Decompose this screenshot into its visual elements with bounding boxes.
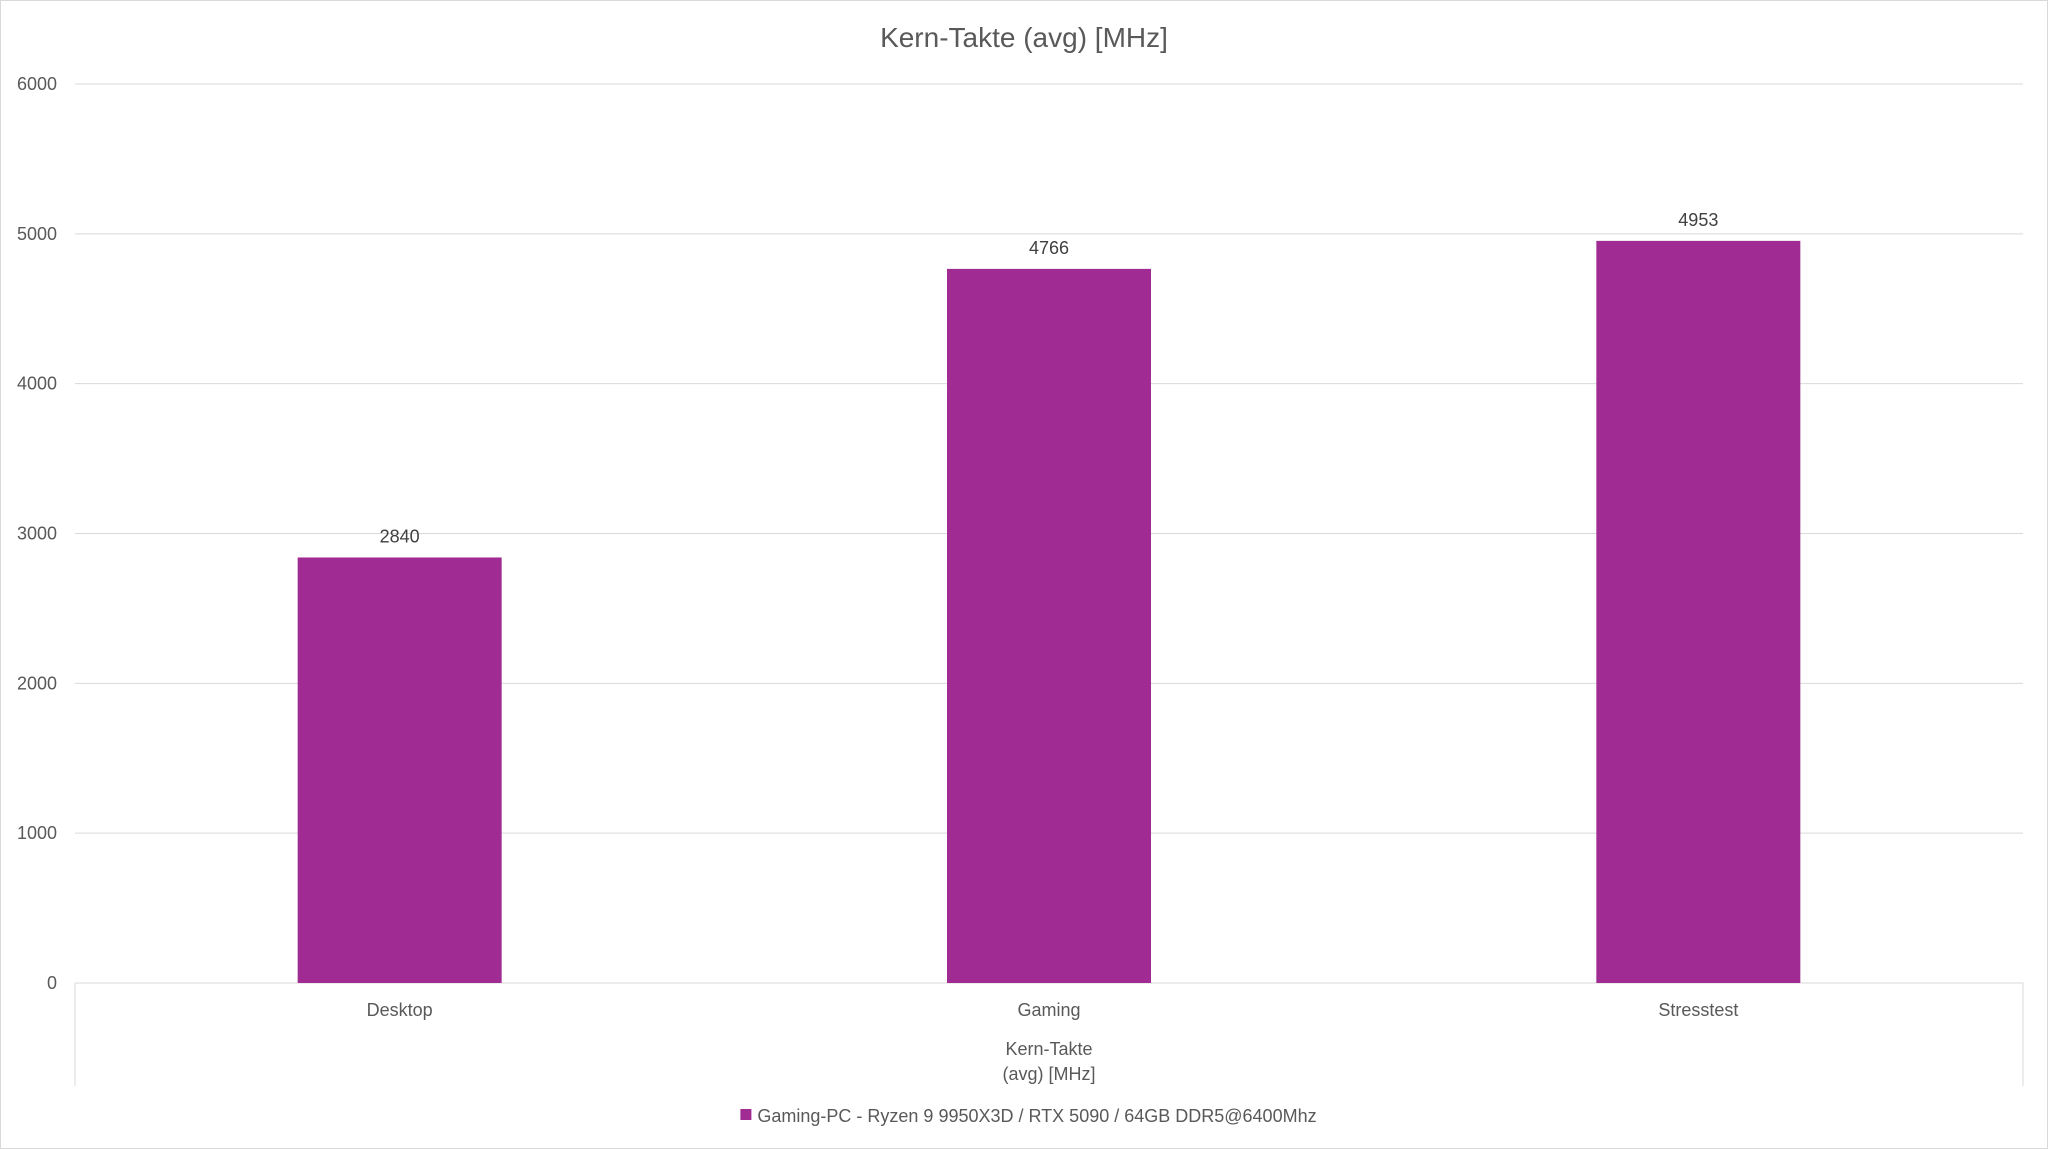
group-label-line: (avg) [MHz]: [1002, 1064, 1095, 1084]
group-label-line: Kern-Takte: [1005, 1039, 1092, 1059]
y-tick-label: 1000: [17, 823, 57, 843]
bar-desktop: [297, 557, 502, 983]
y-tick-label: 0: [47, 973, 57, 993]
bar-stresstest: [1596, 240, 1801, 984]
x-tick-label: Stresstest: [1658, 1000, 1738, 1020]
data-label: 4766: [1029, 238, 1069, 258]
bars: [297, 240, 1801, 984]
data-label: 2840: [380, 526, 420, 546]
x-tick-label: Desktop: [367, 1000, 433, 1020]
data-label: 4953: [1678, 210, 1718, 230]
y-tick-label: 6000: [17, 74, 57, 94]
legend-swatch: [740, 1109, 752, 1120]
y-axis: 0 1000 2000 3000 4000 5000 6000: [17, 74, 57, 993]
data-labels: 2840 4766 4953: [380, 210, 1719, 547]
y-tick-label: 3000: [17, 524, 57, 544]
x-tick-label: Gaming: [1017, 1000, 1080, 1020]
y-tick-label: 4000: [17, 374, 57, 394]
bar-gaming: [947, 268, 1151, 983]
y-tick-label: 5000: [17, 224, 57, 244]
legend: Gaming-PC - Ryzen 9 9950X3D / RTX 5090 /…: [740, 1106, 1317, 1126]
chart-title: Kern-Takte (avg) [MHz]: [880, 22, 1168, 53]
y-tick-label: 2000: [17, 673, 57, 693]
legend-label: Gaming-PC - Ryzen 9 9950X3D / RTX 5090 /…: [757, 1106, 1316, 1126]
x-axis-group-label: Kern-Takte (avg) [MHz]: [1002, 1039, 1095, 1084]
x-axis-categories: Desktop Gaming Stresstest: [367, 1000, 1739, 1020]
